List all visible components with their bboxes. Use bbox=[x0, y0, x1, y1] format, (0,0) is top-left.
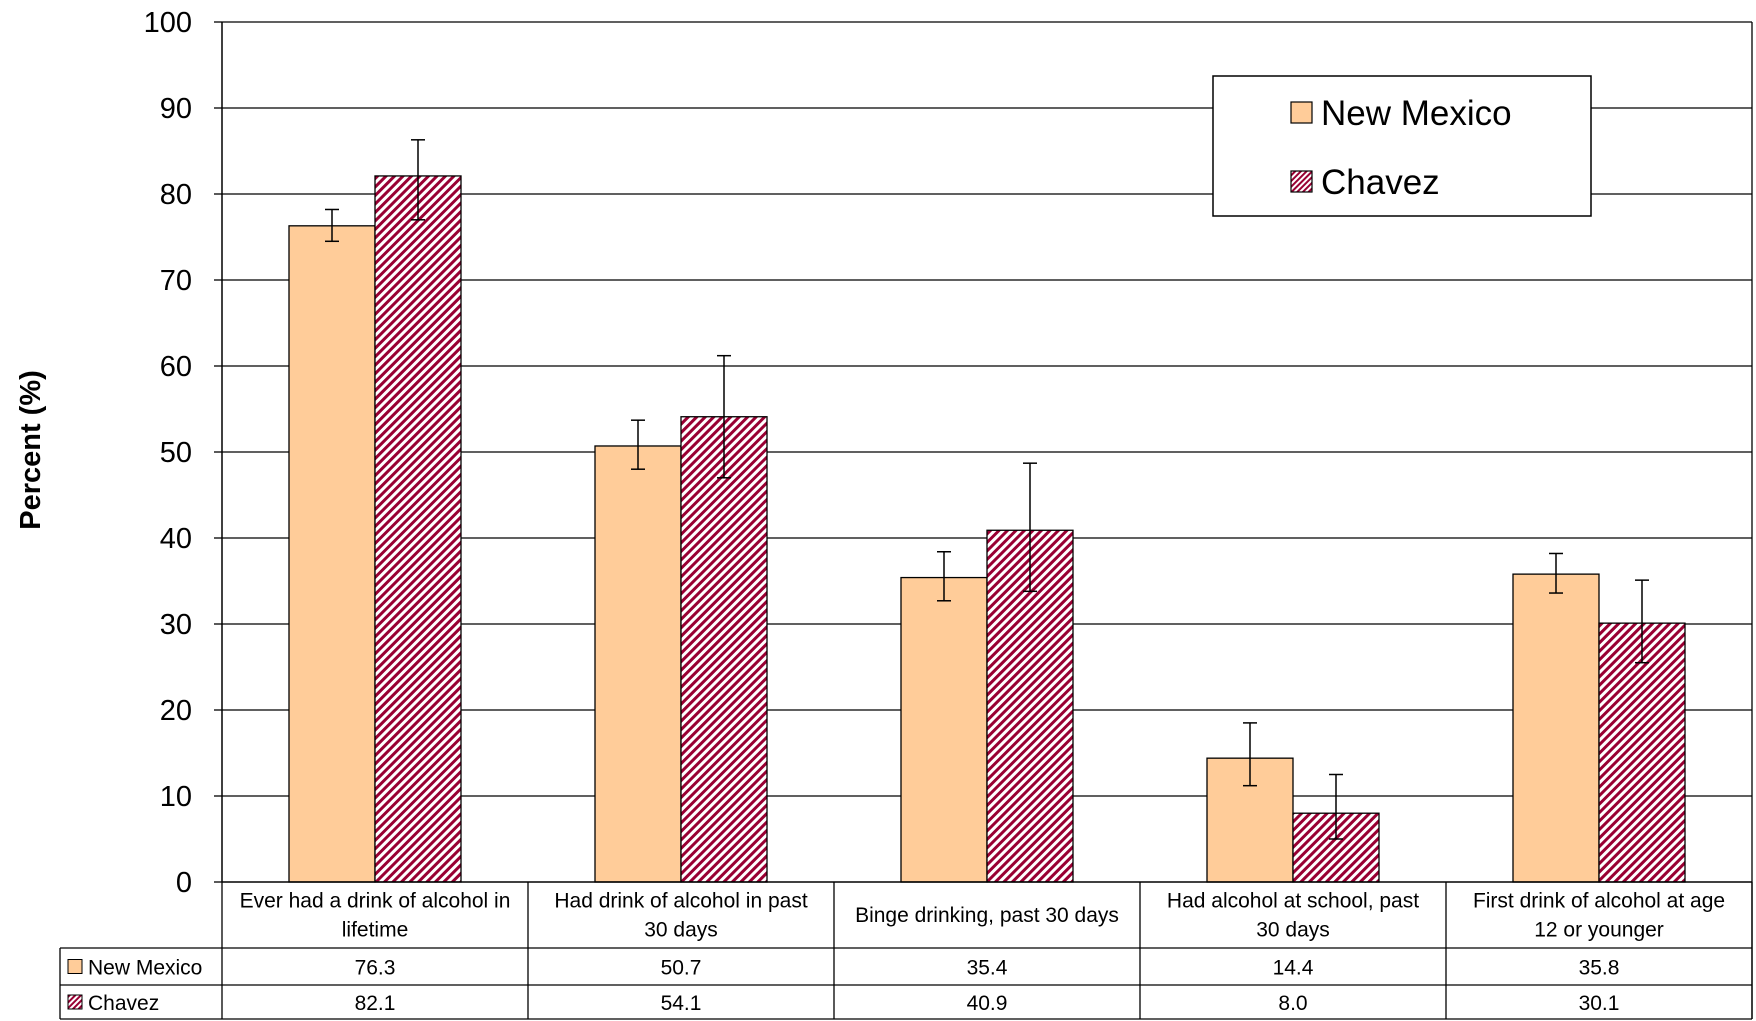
table-legend-key bbox=[67, 959, 83, 974]
bar bbox=[594, 445, 682, 883]
data-table: Ever had a drink of alcohol in lifetime Ha… bbox=[59, 22, 1753, 1020]
category-label: Had drink of alcohol in past bbox=[554, 890, 807, 913]
table-value: 35.4 bbox=[967, 957, 1008, 980]
y-tick-label: 40 bbox=[160, 523, 192, 555]
y-tick-label: 10 bbox=[160, 781, 192, 813]
category-label: 12 or younger bbox=[1534, 919, 1664, 942]
legend-box bbox=[1212, 75, 1592, 217]
legend-label: Chavez bbox=[1321, 163, 1440, 202]
error-bars bbox=[325, 139, 1649, 840]
bar bbox=[900, 576, 988, 883]
y-tick-label: 20 bbox=[160, 695, 192, 727]
legend-swatch bbox=[1290, 170, 1313, 193]
category-label: Ever had a drink of alcohol in bbox=[240, 890, 511, 913]
y-axis-label: Percent (%) bbox=[15, 370, 47, 530]
y-tick-label: 50 bbox=[160, 437, 192, 469]
y-tick-label: 0 bbox=[176, 867, 192, 899]
category-label: lifetime bbox=[342, 919, 409, 942]
y-tick-label: 80 bbox=[160, 179, 192, 211]
category-label: 30 days bbox=[1256, 919, 1330, 942]
category-label: 30 days bbox=[644, 919, 718, 942]
bar bbox=[374, 175, 462, 883]
y-tick-label: 60 bbox=[160, 351, 192, 383]
legend: New Mexico Chavez bbox=[1212, 75, 1592, 217]
table-value: 40.9 bbox=[967, 992, 1008, 1015]
table-value: 30.1 bbox=[1579, 992, 1620, 1015]
legend-label: New Mexico bbox=[1321, 94, 1512, 133]
table-value: 82.1 bbox=[355, 992, 396, 1015]
legend-swatch bbox=[1290, 101, 1313, 124]
category-label: Binge drinking, past 30 days bbox=[855, 904, 1119, 927]
table-value: 35.8 bbox=[1579, 957, 1620, 980]
bar bbox=[288, 225, 376, 883]
bar bbox=[680, 416, 768, 883]
table-value: 54.1 bbox=[661, 992, 702, 1015]
table-value: 14.4 bbox=[1273, 957, 1314, 980]
bar bbox=[1598, 622, 1686, 883]
table-value: 76.3 bbox=[355, 957, 396, 980]
bars bbox=[288, 175, 1686, 883]
table-value: 50.7 bbox=[661, 957, 702, 980]
table-legend-key bbox=[67, 994, 83, 1010]
bar bbox=[1512, 573, 1600, 883]
table-value: 8.0 bbox=[1278, 992, 1307, 1015]
axes: 0 10 20 30 40 50 60 70 80 90 100 bbox=[144, 7, 1752, 899]
y-tick-label: 30 bbox=[160, 609, 192, 641]
table-series-name: Chavez bbox=[88, 992, 159, 1015]
category-label: Had alcohol at school, past bbox=[1167, 890, 1419, 913]
y-tick-label: 70 bbox=[160, 265, 192, 297]
y-tick-label: 100 bbox=[144, 7, 192, 39]
table-series-name: New Mexico bbox=[88, 957, 202, 980]
category-label: First drink of alcohol at age bbox=[1473, 890, 1725, 913]
gridlines bbox=[222, 21, 1752, 797]
y-tick-label: 90 bbox=[160, 93, 192, 125]
